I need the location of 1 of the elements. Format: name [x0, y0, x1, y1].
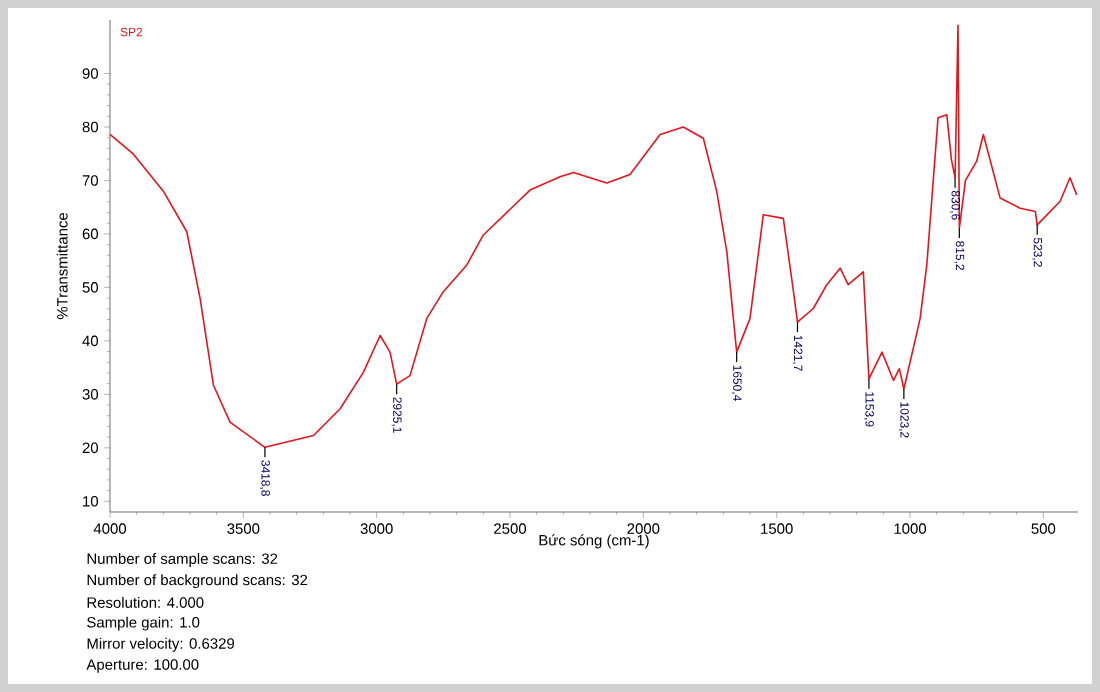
line-series [109, 24, 1078, 449]
